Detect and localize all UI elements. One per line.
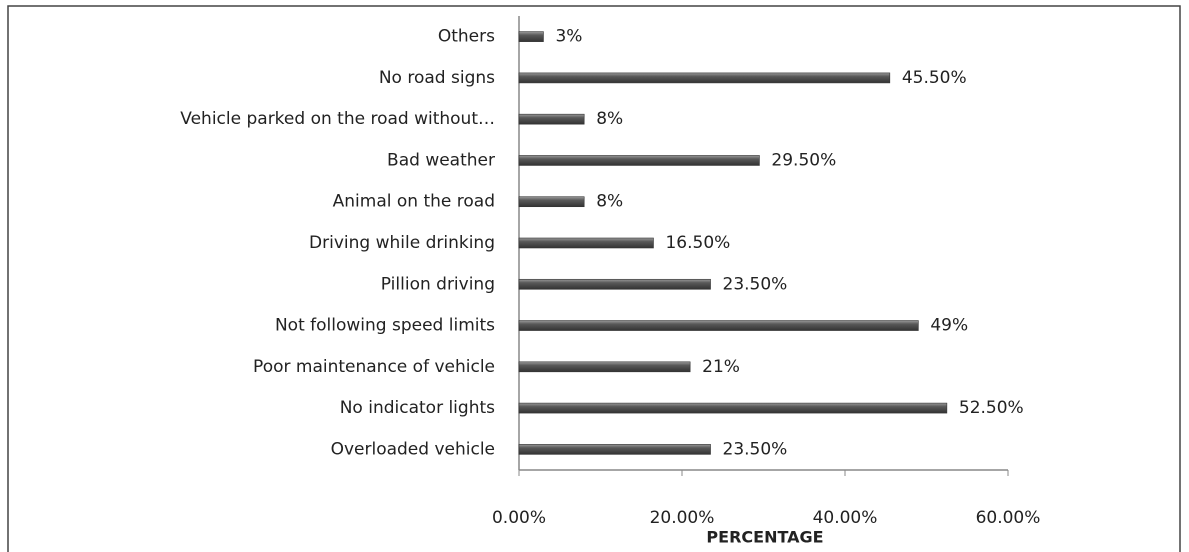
data-label: 3% bbox=[555, 27, 582, 47]
data-label: 52.50% bbox=[959, 398, 1024, 418]
y-tick-label: Others bbox=[438, 27, 495, 47]
y-tick-label: Bad weather bbox=[387, 150, 495, 170]
data-label: 21% bbox=[702, 357, 740, 377]
bar bbox=[518, 361, 691, 373]
y-tick-label: Pillion driving bbox=[381, 274, 495, 294]
bar bbox=[518, 237, 654, 249]
data-label: 8% bbox=[596, 109, 623, 129]
bar bbox=[518, 31, 544, 42]
bar bbox=[518, 113, 585, 125]
data-label: 16.50% bbox=[665, 233, 730, 253]
bar bbox=[518, 72, 891, 84]
y-tick-label: Not following speed limits bbox=[275, 316, 495, 336]
y-tick-label: No indicator lights bbox=[340, 398, 495, 418]
x-tick-label: 60.00% bbox=[976, 508, 1041, 528]
y-tick-label: Poor maintenance of vehicle bbox=[253, 357, 495, 377]
chart-frame bbox=[7, 5, 1181, 552]
data-label: 23.50% bbox=[723, 274, 788, 294]
data-label: 45.50% bbox=[902, 68, 967, 88]
bar bbox=[518, 444, 711, 455]
bar bbox=[518, 320, 919, 331]
y-tick-label: Animal on the road bbox=[333, 192, 495, 212]
bar bbox=[518, 196, 585, 208]
y-tick-label: Overloaded vehicle bbox=[331, 439, 495, 459]
x-tick-label: 20.00% bbox=[650, 508, 715, 528]
data-label: 8% bbox=[596, 192, 623, 212]
y-tick-label: Vehicle parked on the road without… bbox=[180, 109, 495, 129]
bar bbox=[518, 155, 760, 166]
x-tick-label: 40.00% bbox=[813, 508, 878, 528]
data-label: 29.50% bbox=[771, 150, 836, 170]
x-tick-label: 0.00% bbox=[492, 508, 546, 528]
bar bbox=[518, 402, 948, 414]
y-tick-label: Driving while drinking bbox=[309, 233, 495, 253]
bar bbox=[518, 278, 711, 290]
y-tick-label: No road signs bbox=[379, 68, 495, 88]
data-label: 49% bbox=[930, 316, 968, 336]
data-label: 23.50% bbox=[723, 439, 788, 459]
x-axis-title: PERCENTAGE bbox=[706, 528, 823, 547]
